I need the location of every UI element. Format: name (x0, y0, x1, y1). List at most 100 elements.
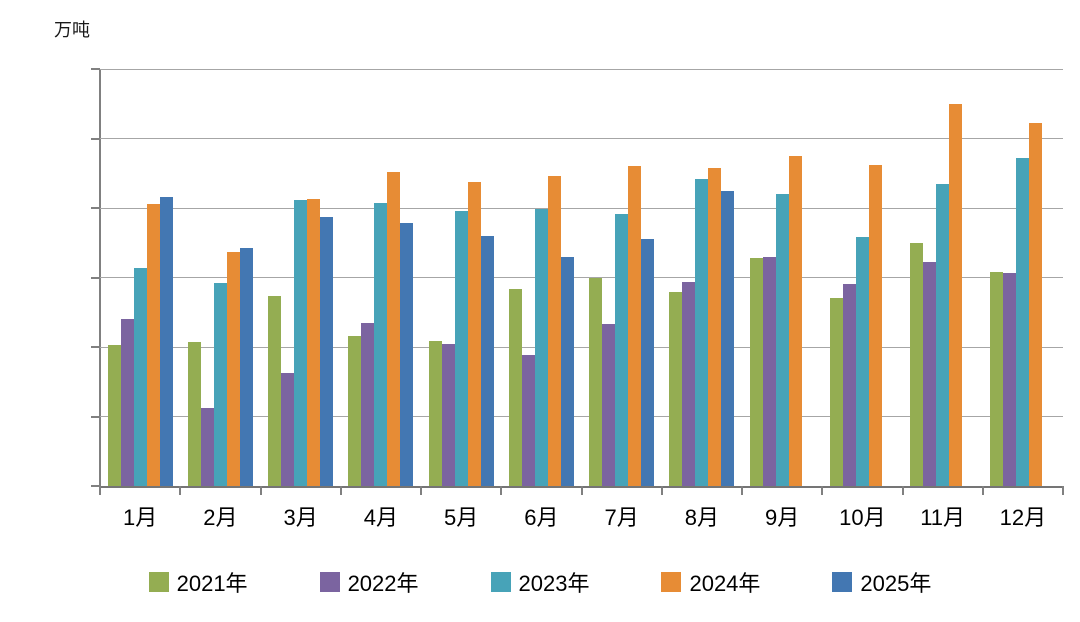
bar-2021年-2月 (187, 342, 201, 486)
bar-group-7月: 7月 (582, 69, 662, 530)
gridline-1000 (100, 416, 1063, 417)
bar-2021年-10月 (829, 298, 843, 486)
y-axis-tick (91, 137, 100, 140)
gridline-5000 (100, 138, 1063, 139)
legend-label: 2024年 (689, 571, 761, 596)
bar-group-4月: 4月 (341, 69, 421, 530)
gridline-4000 (100, 207, 1063, 209)
bar-2024年-10月 (868, 164, 882, 486)
gridline-6000 (100, 68, 1063, 70)
bar-2024年-9月 (788, 155, 802, 486)
bar-2024年-8月 (708, 167, 722, 486)
bar-2022年-8月 (682, 282, 696, 486)
bar-2022年-3月 (281, 372, 295, 486)
bar-2021年-8月 (669, 292, 683, 486)
bar-2023年-11月 (936, 184, 950, 486)
bar-2025年-7月 (641, 238, 655, 486)
bar-group-11月: 11月 (903, 69, 983, 530)
legend-item-2023年: 2023年 (490, 566, 590, 598)
bar-2022年-2月 (200, 408, 214, 486)
bar-2024年-6月 (547, 176, 561, 486)
legend-swatch-icon (832, 572, 853, 592)
bar-2023年-5月 (454, 211, 468, 486)
bar-2022年-4月 (361, 323, 375, 486)
bar-2022年-6月 (521, 354, 535, 486)
bar-2024年-5月 (467, 182, 481, 486)
bar-group-8月: 8月 (662, 69, 742, 530)
bar-2022年-5月 (441, 343, 455, 486)
bar-2023年-3月 (294, 200, 308, 486)
bar-2024年-7月 (628, 165, 642, 486)
plot-area: 01,0002,0003,0004,0005,0006,0001月2月3月4月5… (91, 68, 1064, 530)
x-axis-tick (339, 486, 342, 495)
bar-2024年-12月 (1029, 122, 1043, 486)
legend-swatch-icon (319, 572, 340, 592)
x-axis-tick (500, 486, 503, 495)
x-axis-tick (259, 486, 262, 495)
x-axis-tick (981, 486, 984, 495)
bar-2021年-7月 (589, 277, 603, 486)
legend-label: 2022年 (347, 571, 419, 596)
x-axis-tick (1062, 486, 1064, 495)
bar-group-2月: 2月 (180, 69, 260, 530)
x-category-label-1月: 1月 (123, 505, 158, 530)
bar-2022年-11月 (923, 262, 937, 486)
bar-2023年-2月 (213, 283, 227, 486)
bar-group-3月: 3月 (261, 69, 341, 530)
bar-2021年-3月 (268, 296, 282, 486)
bar-2023年-1月 (133, 268, 147, 486)
bar-2022年-9月 (762, 256, 776, 486)
bar-2024年-3月 (307, 198, 321, 486)
bar-2025年-2月 (239, 247, 253, 486)
bar-group-6月: 6月 (501, 69, 581, 530)
bar-2023年-6月 (534, 208, 548, 486)
bar-group-9月: 9月 (742, 69, 822, 530)
bar-2021年-6月 (508, 288, 522, 486)
legend-swatch-icon (661, 572, 682, 592)
bar-2023年-7月 (615, 214, 629, 486)
bar-2022年-10月 (842, 284, 856, 486)
bar-2025年-5月 (480, 235, 494, 486)
bar-2021年-4月 (348, 335, 362, 486)
y-axis-tick (91, 415, 100, 418)
legend-label: 2023年 (518, 571, 590, 596)
x-category-label-12月: 12月 (999, 505, 1047, 530)
y-axis-unit-label: 万吨 (54, 20, 90, 40)
gridline-3000 (100, 277, 1063, 278)
x-category-label-3月: 3月 (283, 505, 318, 530)
bar-2021年-9月 (749, 258, 763, 486)
legend-item-2022年: 2022年 (319, 566, 419, 598)
legend-label: 2025年 (860, 571, 932, 596)
bar-2023年-4月 (374, 203, 388, 486)
x-category-label-9月: 9月 (765, 505, 800, 530)
bar-group-10月: 10月 (822, 69, 902, 530)
x-category-label-5月: 5月 (444, 505, 479, 530)
x-category-label-10月: 10月 (839, 505, 886, 530)
bar-2024年-11月 (949, 103, 963, 486)
x-axis-tick (179, 486, 182, 495)
bar-group-1月: 1月 (100, 69, 180, 530)
bar-2022年-7月 (602, 324, 616, 486)
bar-2024年-2月 (226, 251, 240, 486)
x-category-label-6月: 6月 (524, 505, 559, 530)
x-category-label-2月: 2月 (203, 505, 238, 530)
bar-2023年-12月 (1016, 157, 1030, 486)
bar-2021年-5月 (428, 340, 442, 486)
bar-2021年-12月 (990, 271, 1004, 486)
bar-2025年-8月 (721, 190, 735, 486)
x-axis-tick (99, 486, 101, 495)
bar-group-12月: 12月 (983, 69, 1063, 530)
bar-2025年-4月 (400, 223, 414, 486)
bar-2025年-1月 (159, 196, 173, 486)
legend-swatch-icon (490, 572, 511, 592)
x-axis-tick (741, 486, 743, 495)
bar-2021年-1月 (107, 344, 121, 486)
y-axis-tick (91, 276, 100, 279)
x-category-label-4月: 4月 (363, 505, 398, 530)
legend-label: 2021年 (176, 571, 248, 596)
x-axis-tick (660, 486, 663, 495)
legend-swatch-icon (148, 572, 169, 592)
x-axis-tick (580, 486, 583, 495)
bar-2023年-10月 (855, 236, 869, 486)
